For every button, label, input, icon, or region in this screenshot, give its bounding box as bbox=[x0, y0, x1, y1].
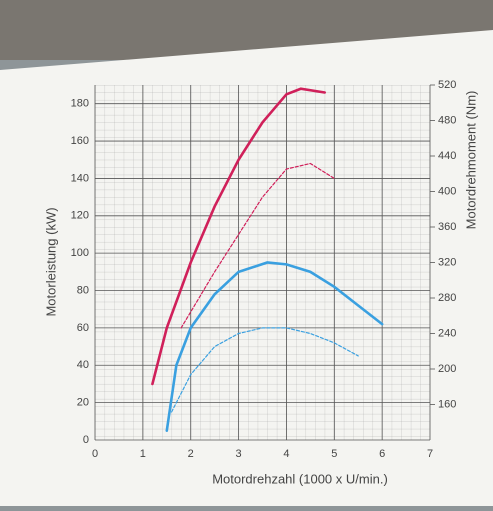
y2-tick-label: 200 bbox=[438, 363, 456, 375]
y-tick-label: 140 bbox=[71, 172, 89, 184]
y2-tick-label: 400 bbox=[438, 185, 456, 197]
y2-tick-label: 160 bbox=[438, 398, 456, 410]
y-tick-label: 120 bbox=[71, 210, 89, 222]
y2-tick-label: 360 bbox=[438, 221, 456, 233]
y2-tick-label: 240 bbox=[438, 327, 456, 339]
y-tick-label: 40 bbox=[77, 359, 89, 371]
y2-axis-label: Motordrehmoment (Nm) bbox=[463, 91, 478, 230]
minor-grid bbox=[95, 85, 430, 440]
series-line bbox=[165, 261, 384, 432]
x-tick-label: 4 bbox=[283, 448, 289, 460]
x-tick-label: 3 bbox=[236, 448, 242, 460]
y2-tick-label: 520 bbox=[438, 79, 456, 91]
y-tick-label: 60 bbox=[77, 322, 89, 334]
y2-tick-label: 480 bbox=[438, 114, 456, 126]
y-tick-label: 80 bbox=[77, 284, 89, 296]
x-tick-label: 5 bbox=[331, 448, 337, 460]
x-tick-label: 7 bbox=[427, 448, 433, 460]
x-tick-label: 6 bbox=[379, 448, 385, 460]
y2-tick-label: 320 bbox=[438, 256, 456, 268]
y-axis-label: Motorleistung (kW) bbox=[43, 207, 58, 316]
x-tick-label: 0 bbox=[92, 448, 98, 460]
y-tick-label: 100 bbox=[71, 247, 89, 259]
y-tick-label: 160 bbox=[71, 135, 89, 147]
series-line bbox=[180, 162, 335, 329]
y2-tick-label: 280 bbox=[438, 292, 456, 304]
series-line bbox=[151, 87, 327, 386]
y2-tick-label: 440 bbox=[438, 150, 456, 162]
x-tick-label: 1 bbox=[140, 448, 146, 460]
y-tick-label: 180 bbox=[71, 98, 89, 110]
y-tick-label: 20 bbox=[77, 397, 89, 409]
x-tick-label: 2 bbox=[188, 448, 194, 460]
series-line bbox=[170, 327, 359, 413]
x-axis-label: Motordrehzahl (1000 x U/min.) bbox=[212, 471, 388, 486]
y-tick-label: 0 bbox=[83, 434, 89, 446]
